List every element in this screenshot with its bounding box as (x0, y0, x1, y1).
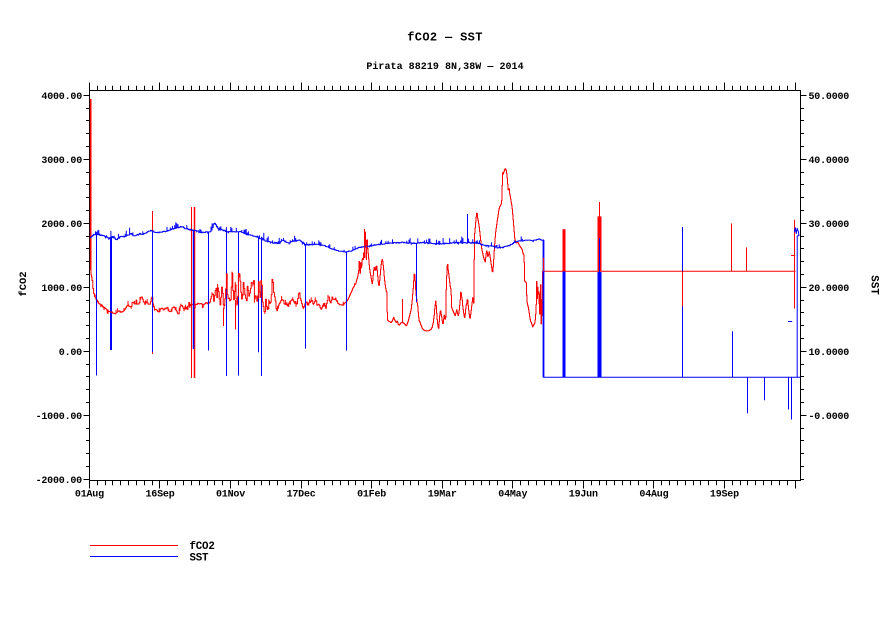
svg-text:01Feb: 01Feb (357, 489, 386, 501)
svg-text:SST: SST (190, 553, 210, 565)
svg-text:fCO2: fCO2 (18, 271, 30, 296)
svg-text:30.0000: 30.0000 (809, 220, 850, 231)
svg-text:04Aug: 04Aug (639, 490, 668, 501)
svg-text:4000.00: 4000.00 (41, 92, 82, 103)
svg-text:40.0000: 40.0000 (809, 156, 850, 167)
svg-text:3000.00: 3000.00 (41, 156, 82, 167)
svg-text:Pirata 88219 8N,38W — 2014: Pirata 88219 8N,38W — 2014 (366, 61, 523, 73)
svg-text:-2000.00: -2000.00 (36, 476, 83, 487)
svg-text:-0.0000: -0.0000 (809, 412, 850, 423)
svg-text:1000.00: 1000.00 (41, 284, 82, 295)
svg-text:50.0000: 50.0000 (809, 92, 850, 103)
svg-text:01Nov: 01Nov (216, 490, 245, 501)
svg-text:17Dec: 17Dec (287, 490, 316, 501)
svg-text:-1000.00: -1000.00 (36, 412, 83, 423)
svg-text:2000.00: 2000.00 (41, 220, 82, 231)
svg-text:19Sep: 19Sep (710, 490, 739, 501)
svg-text:16Sep: 16Sep (145, 490, 174, 501)
svg-text:19Jun: 19Jun (569, 490, 598, 501)
svg-text:19Mar: 19Mar (428, 490, 457, 501)
svg-text:04May: 04May (498, 490, 527, 501)
svg-text:0.00: 0.00 (59, 348, 82, 359)
svg-text:fCO2 — SST: fCO2 — SST (407, 31, 483, 45)
svg-text:01Aug: 01Aug (75, 490, 104, 501)
svg-text:SST: SST (868, 275, 880, 295)
svg-text:20.0000: 20.0000 (809, 284, 850, 295)
svg-text:10.0000: 10.0000 (809, 348, 850, 359)
svg-text:fCO2: fCO2 (190, 541, 215, 553)
